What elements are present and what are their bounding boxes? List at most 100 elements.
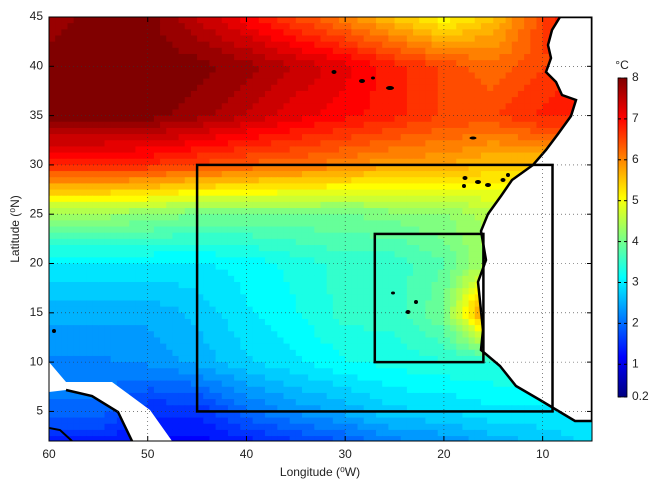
contour-cell <box>400 146 408 154</box>
contour-cell <box>332 195 340 203</box>
contour-cell <box>468 60 476 67</box>
contour-cell <box>271 29 278 37</box>
contour-cell <box>351 245 359 252</box>
contour-cell <box>258 183 266 191</box>
contour-cell <box>474 103 482 111</box>
contour-cell <box>92 374 99 382</box>
contour-cell <box>172 35 180 43</box>
contour-cell <box>246 127 254 135</box>
contour-cell <box>246 72 254 80</box>
contour-cell <box>480 90 488 98</box>
contour-cell <box>394 140 402 148</box>
contour-cell <box>141 146 149 154</box>
contour-cell <box>468 294 476 302</box>
contour-cell <box>116 232 124 240</box>
contour-cell <box>332 158 340 166</box>
contour-cell <box>92 238 99 246</box>
contour-cell <box>129 90 136 98</box>
contour-cell <box>160 300 167 308</box>
contour-cell <box>147 109 155 117</box>
contour-cell <box>221 84 229 92</box>
contour-cell <box>234 275 241 283</box>
contour-cell <box>524 97 531 104</box>
contour-cell <box>153 41 161 49</box>
contour-cell <box>314 171 322 178</box>
contour-cell <box>351 158 359 166</box>
contour-cell <box>487 121 494 129</box>
contour-cell <box>141 177 149 184</box>
contour-cell <box>234 41 241 49</box>
contour-cell <box>301 220 309 228</box>
contour-cell <box>487 189 494 197</box>
contour-cell <box>252 300 260 308</box>
contour-cell <box>326 195 334 203</box>
contour-cell <box>277 325 285 332</box>
contour-cell <box>264 115 272 123</box>
contour-cell <box>129 232 136 240</box>
contour-cell <box>357 171 365 178</box>
contour-cell <box>536 23 544 30</box>
contour-cell <box>406 306 414 314</box>
contour-cell <box>326 275 334 283</box>
contour-cell <box>104 164 112 172</box>
contour-cell <box>499 183 507 191</box>
contour-cell <box>55 269 62 277</box>
contour-cell <box>184 294 192 302</box>
contour-cell <box>264 134 272 141</box>
contour-cell <box>462 355 470 363</box>
contour-cell <box>79 245 87 252</box>
contour-cell <box>215 349 223 357</box>
contour-cell <box>258 337 266 345</box>
contour-cell <box>320 78 328 86</box>
contour-cell <box>67 41 75 49</box>
contour-cell <box>351 226 359 234</box>
contour-cell <box>283 189 291 197</box>
contour-cell <box>135 189 143 197</box>
contour-cell <box>339 171 346 178</box>
contour-cell <box>240 41 248 49</box>
contour-cell <box>462 134 470 141</box>
contour-cell <box>141 312 149 320</box>
contour-cell <box>215 84 223 92</box>
contour-cell <box>320 140 328 148</box>
contour-cell <box>92 362 99 369</box>
contour-cell <box>382 300 389 308</box>
contour-cell <box>332 306 340 314</box>
contour-cell <box>166 103 174 111</box>
contour-cell <box>221 90 229 98</box>
contour-cell <box>264 325 272 332</box>
contour-cell <box>129 164 136 172</box>
contour-cell <box>67 325 75 332</box>
contour-cell <box>197 152 204 160</box>
contour-cell <box>406 263 414 271</box>
contour-cell <box>480 127 488 135</box>
contour-cell <box>110 146 118 154</box>
contour-cell <box>135 275 143 283</box>
contour-cell <box>49 140 56 148</box>
contour-cell <box>419 275 426 283</box>
contour-cell <box>462 72 470 80</box>
contour-cell <box>456 306 464 314</box>
contour-cell <box>104 331 112 339</box>
contour-cell <box>271 152 278 160</box>
contour-cell <box>264 269 272 277</box>
contour-cell <box>86 226 93 234</box>
contour-cell <box>79 35 87 43</box>
contour-cell <box>227 269 235 277</box>
contour-cell <box>376 269 383 277</box>
contour-cell <box>184 355 192 363</box>
contour-cell <box>79 171 87 178</box>
contour-cell <box>203 245 211 252</box>
contour-cell <box>86 343 93 351</box>
contour-cell <box>542 60 550 67</box>
contour-cell <box>184 300 192 308</box>
contour-cell <box>55 214 62 221</box>
contour-cell <box>382 343 389 351</box>
contour-cell <box>86 171 93 178</box>
contour-cell <box>203 53 211 61</box>
contour-cell <box>524 146 531 154</box>
contour-cell <box>252 331 260 339</box>
contour-cell <box>252 214 260 221</box>
contour-cell <box>92 35 99 43</box>
contour-cell <box>388 90 396 98</box>
